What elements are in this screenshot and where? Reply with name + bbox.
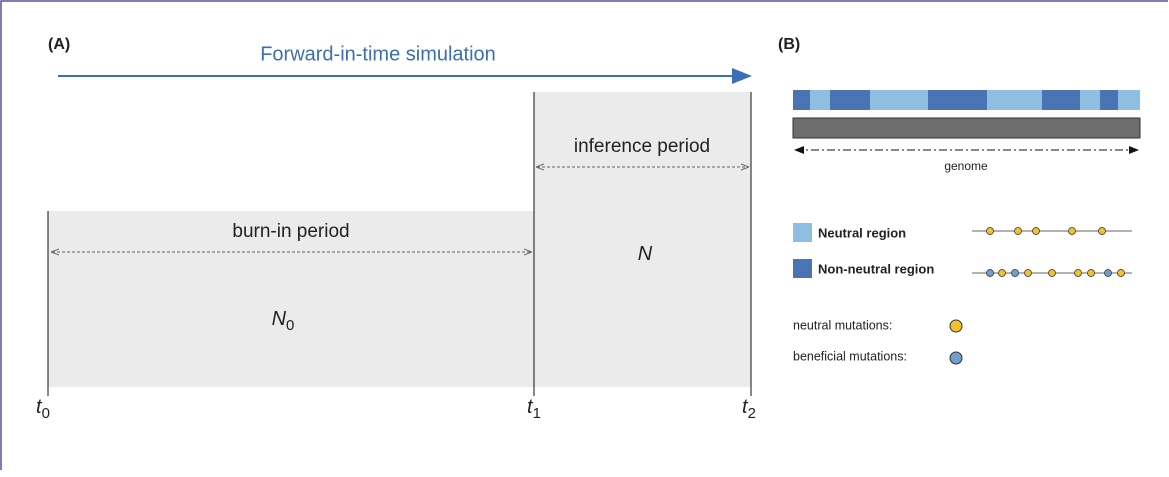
beneficial-dot: [986, 269, 994, 277]
population-size: N0: [272, 308, 295, 334]
time-label: t1: [527, 396, 541, 422]
neutral-dot: [986, 227, 994, 235]
panel-label: (B): [778, 36, 800, 53]
mutation-label: beneficial mutations:: [793, 349, 907, 363]
non-neutral-segment: [1042, 90, 1080, 110]
symbol: N: [272, 308, 287, 330]
mutation-tracks: [972, 227, 1132, 277]
neutral-dot: [1024, 269, 1032, 277]
neutral-dot: [1068, 227, 1076, 235]
genome-bar: [792, 117, 1141, 139]
population-size: N: [638, 243, 653, 265]
neutral-dot: [1014, 227, 1022, 235]
neutral-dot: [1087, 269, 1095, 277]
non-neutral-segment: [928, 90, 987, 110]
legend-swatch: [793, 259, 812, 278]
neutral-dot: [1117, 269, 1125, 277]
non-neutral-segment: [830, 90, 870, 110]
neutral-dot: [1098, 227, 1106, 235]
legend-swatch: [793, 223, 812, 242]
mutation-label: neutral mutations:: [793, 318, 892, 332]
beneficial-dot: [1104, 269, 1112, 277]
burn-in-label: burn-in period: [232, 221, 349, 242]
legend-label: Neutral region: [818, 225, 906, 240]
beneficial-dot: [1011, 269, 1019, 277]
genome-segments: [793, 90, 1140, 110]
beneficial-dot: [949, 351, 963, 365]
neutral-dot: [998, 269, 1006, 277]
arrow-title: Forward-in-time simulation: [260, 43, 496, 65]
time-label: t2: [742, 396, 756, 422]
subscript: 0: [286, 317, 294, 334]
symbol: t: [527, 396, 534, 418]
panel-label: (A): [48, 36, 70, 53]
neutral-dot: [1032, 227, 1040, 235]
subscript: 1: [533, 405, 541, 422]
symbol: t: [742, 396, 749, 418]
neutral-dot: [949, 319, 963, 333]
non-neutral-segment: [793, 90, 810, 110]
burn-in-box: [48, 211, 534, 387]
symbol: N: [638, 243, 653, 265]
legend-label: Non-neutral region: [818, 261, 934, 276]
neutral-dot: [1048, 269, 1056, 277]
inference-box: [534, 92, 751, 387]
time-label: t0: [36, 396, 50, 422]
symbol: t: [36, 396, 43, 418]
subscript: 0: [42, 405, 50, 422]
inference-label: inference period: [574, 136, 710, 157]
neutral-dot: [1074, 269, 1082, 277]
subscript: 2: [748, 405, 756, 422]
genome-label: genome: [944, 159, 988, 173]
non-neutral-segment: [1100, 90, 1118, 110]
